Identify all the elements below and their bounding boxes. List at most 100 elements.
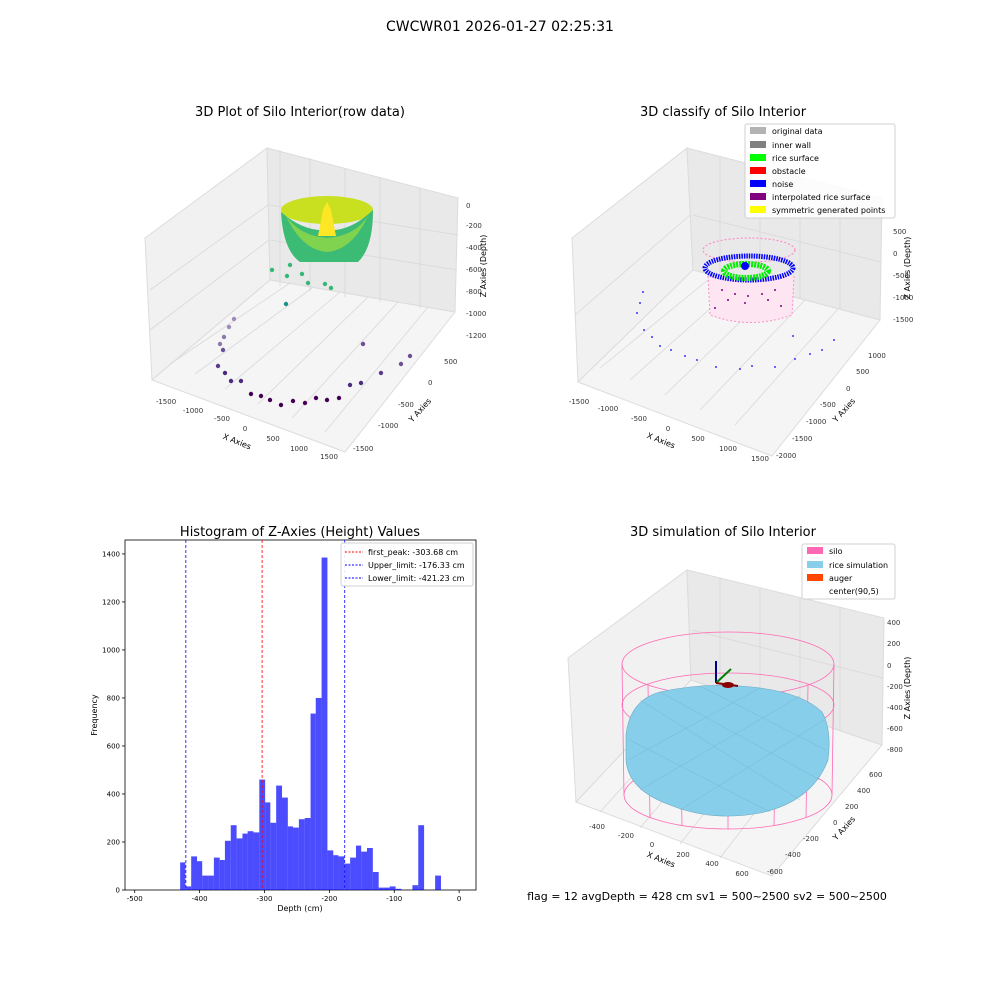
svg-text:0: 0 (846, 385, 850, 393)
svg-text:0: 0 (666, 425, 670, 433)
svg-text:-500: -500 (398, 401, 414, 409)
svg-text:-800: -800 (466, 288, 482, 296)
hist-bar (293, 827, 299, 890)
classify-legend-item: obstacle (750, 167, 806, 176)
hist-legend: first_peak: -303.68 cm Upper_limit: -176… (340, 542, 474, 587)
svg-text:1500: 1500 (320, 453, 338, 461)
legend-swatch (750, 167, 766, 174)
raw-surface-peak (318, 202, 336, 236)
hist-bar (230, 825, 237, 890)
hist-ytick-label: 200 (107, 838, 120, 846)
panel-raw-3d: 3D Plot of Silo Interior(row data) (144, 105, 488, 461)
raw-surface-mid (286, 216, 368, 252)
svg-text:-400: -400 (589, 823, 605, 831)
svg-text:-500: -500 (893, 272, 909, 280)
svg-text:-200: -200 (466, 222, 482, 230)
hist-bar (344, 863, 351, 890)
hist-bar (383, 887, 390, 890)
hist-bar (265, 802, 271, 890)
classify-x-ticks: -1500 -1000 -500 0 500 1000 1500 (569, 398, 769, 463)
hist-bar (236, 838, 243, 890)
raw-x-ticks: -1500 -1000 -500 0 500 1000 1500 (156, 398, 338, 461)
svg-text:auger: auger (829, 574, 853, 583)
hist-bar (191, 856, 198, 890)
svg-text:-1500: -1500 (569, 398, 589, 406)
svg-text:-1500: -1500 (893, 316, 913, 324)
svg-text:1500: 1500 (751, 455, 769, 463)
svg-text:200: 200 (887, 640, 900, 648)
hist-legend-item: Lower_limit: -421.23 cm (345, 574, 465, 583)
hist-bar (435, 875, 441, 890)
classify-grid (574, 156, 882, 426)
svg-text:400: 400 (857, 787, 870, 795)
legend-swatch (750, 127, 766, 134)
svg-text:inner wall: inner wall (772, 141, 811, 150)
svg-text:500: 500 (266, 435, 279, 443)
hist-bar (276, 785, 283, 890)
sim-y-ticks: -600 -400 -200 0 200 400 600 (767, 771, 882, 876)
hist-bar (247, 831, 254, 890)
svg-text:symmetric generated points: symmetric generated points (772, 206, 885, 215)
classify-legend-item: interpolated rice surface (750, 193, 870, 202)
svg-text:original data: original data (772, 127, 823, 136)
raw-panel-title: 3D Plot of Silo Interior(row data) (195, 105, 405, 120)
classify-legend-item: inner wall (750, 141, 811, 150)
svg-text:rice simulation: rice simulation (829, 561, 888, 570)
raw-y-ticks: -1500 -1000 -500 0 500 (353, 358, 457, 453)
svg-text:-200: -200 (887, 683, 903, 691)
svg-text:-400: -400 (785, 851, 801, 859)
svg-text:first_peak: -303.68 cm: first_peak: -303.68 cm (368, 548, 458, 557)
classify-y-ticks: -2000 -1500 -1000 -500 0 500 1000 (776, 352, 886, 460)
svg-text:Upper_limit: -176.33 cm: Upper_limit: -176.33 cm (368, 561, 465, 570)
svg-text:-1000: -1000 (893, 294, 913, 302)
hist-bar (395, 888, 402, 890)
hist-ylabel: Frequency (90, 694, 99, 736)
hist-bar (287, 826, 294, 890)
svg-text:-800: -800 (887, 746, 903, 754)
svg-text:500: 500 (856, 368, 869, 376)
hist-title: Histogram of Z-Axies (Height) Values (180, 525, 420, 540)
figure-suptitle: CWCWR01 2026-01-27 02:25:31 (386, 19, 614, 35)
hist-ytick-label: 1200 (102, 598, 120, 606)
classify-legend: original data inner wall rice surface ob… (744, 123, 896, 219)
sim-auger (715, 661, 739, 688)
sim-legend-item: center(90,5) (829, 587, 879, 596)
hist-bar (355, 845, 362, 890)
hist-bar (259, 779, 266, 890)
svg-text:0: 0 (428, 379, 432, 387)
classify-center-noise (741, 262, 749, 270)
hist-bar (282, 797, 288, 890)
hist-bar (310, 713, 316, 890)
hist-bar (361, 851, 368, 890)
hist-xtick-label: -400 (192, 895, 208, 903)
classify-wall-body (707, 275, 795, 323)
hist-y-ticks: 0 200 400 600 800 1000 1200 1400 (102, 550, 125, 895)
classify-noise-scatter (636, 291, 835, 370)
svg-text:-1500: -1500 (353, 445, 373, 453)
svg-text:0: 0 (887, 662, 891, 670)
classify-panel-title: 3D classify of Silo Interior (640, 105, 807, 120)
classify-interpolated-dots (714, 289, 782, 309)
svg-text:-500: -500 (820, 401, 836, 409)
panel-simulation-3d: 3D simulation of Silo Interior (567, 525, 912, 878)
legend-swatch (750, 180, 766, 187)
svg-text:-600: -600 (767, 868, 783, 876)
hist-bar (367, 847, 373, 890)
svg-text:0: 0 (243, 425, 247, 433)
hist-bar (412, 885, 419, 890)
legend-swatch (750, 193, 766, 200)
sim-z-ticks: 400 200 0 -200 -400 -600 -800 (887, 619, 903, 754)
svg-text:-500: -500 (631, 415, 647, 423)
status-line: flag = 12 avgDepth = 428 cm sv1 = 500~25… (527, 890, 887, 903)
legend-swatch (807, 574, 823, 581)
legend-swatch (807, 547, 823, 554)
svg-text:obstacle: obstacle (772, 167, 806, 176)
svg-text:600: 600 (735, 870, 748, 878)
hist-bar (389, 886, 396, 890)
raw-z-ticks: 0 -200 -400 -600 -800 -1000 -1200 (466, 202, 486, 340)
legend-swatch (750, 206, 766, 213)
svg-text:-1000: -1000 (183, 407, 203, 415)
svg-text:center(90,5): center(90,5) (829, 587, 879, 596)
svg-text:0: 0 (833, 819, 837, 827)
